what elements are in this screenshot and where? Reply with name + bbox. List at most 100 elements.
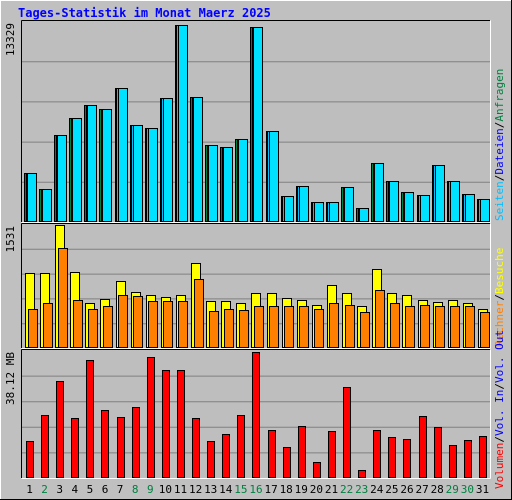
bar-volumen-day-27	[419, 416, 427, 478]
x-tick-label: 31	[476, 483, 489, 496]
bar-seiten-day-14	[223, 147, 233, 222]
x-tick-label: 19	[295, 483, 308, 496]
panel-bottom: 38.12 MB	[4, 349, 491, 479]
x-tick-label: 5	[87, 483, 94, 496]
panel-top: 13329	[4, 20, 491, 223]
x-tick-label: 27	[415, 483, 428, 496]
chart-panels: 13329 1531 38.12 MB	[4, 20, 491, 479]
bar-seiten-day-8	[133, 125, 143, 222]
bar-volumen-day-6	[101, 410, 109, 478]
legend-entry: /	[493, 175, 506, 182]
bar-seiten-day-27	[420, 195, 430, 222]
x-tick-label: 13	[204, 483, 217, 496]
bar-rechner-day-11	[178, 301, 188, 348]
legend-entry: Dateien	[493, 128, 506, 174]
legend-entry: Seiten	[493, 181, 506, 221]
x-tick-label: 29	[446, 483, 459, 496]
bar-rechner-day-16	[254, 306, 264, 348]
bar-rechner-day-3	[58, 248, 68, 348]
bar-seiten-day-10	[163, 98, 173, 222]
legend-entry: Vol. In	[493, 390, 506, 436]
bar-volumen-day-15	[237, 415, 245, 478]
bar-seiten-day-28	[435, 165, 445, 222]
x-tick-label: 16	[249, 483, 262, 496]
bars-bottom	[26, 352, 487, 478]
bar-seiten-day-26	[404, 192, 414, 222]
x-tick-label: 26	[400, 483, 413, 496]
legend-entry: Volumen	[493, 443, 506, 489]
legend-entry: /	[493, 122, 506, 129]
bar-volumen-day-17	[268, 430, 276, 478]
legend-bottom: Volumen/Vol. In/Vol. Out	[493, 330, 506, 489]
bar-rechner-day-18	[284, 306, 294, 348]
x-tick-label: 2	[41, 483, 48, 496]
bar-rechner-day-24	[375, 290, 385, 348]
bar-rechner-day-31	[480, 312, 490, 348]
bar-seiten-day-1	[27, 173, 37, 222]
bar-volumen-day-23	[358, 470, 366, 478]
x-tick-label: 17	[264, 483, 277, 496]
side-legends: Seiten/Dateien/AnfragenRechner/BesucheVo…	[493, 69, 506, 489]
bar-volumen-day-8	[132, 407, 140, 478]
legend-entry: /	[493, 436, 506, 443]
bar-seiten-day-5	[87, 105, 97, 222]
bar-rechner-day-21	[329, 303, 339, 348]
bars-middle	[25, 225, 490, 348]
x-tick-label: 22	[340, 483, 353, 496]
x-tick-label: 30	[461, 483, 474, 496]
bar-seiten-day-22	[344, 187, 354, 222]
bar-seiten-day-25	[389, 181, 399, 222]
x-tick-label: 14	[219, 483, 233, 496]
x-tick-label: 20	[310, 483, 323, 496]
y-max-label-bottom: 38.12 MB	[4, 352, 17, 405]
bar-volumen-day-3	[56, 381, 64, 478]
bar-seiten-day-3	[57, 135, 67, 222]
bar-rechner-day-22	[345, 305, 355, 348]
bar-rechner-day-19	[299, 306, 309, 348]
bar-rechner-day-6	[103, 306, 113, 348]
x-tick-label: 15	[234, 483, 247, 496]
bar-seiten-day-24	[374, 163, 384, 222]
x-tick-label: 9	[147, 483, 154, 496]
bar-volumen-day-30	[464, 440, 472, 478]
bar-seiten-day-4	[72, 118, 82, 222]
x-tick-label: 4	[71, 483, 78, 496]
bar-volumen-day-24	[373, 430, 381, 478]
x-tick-label: 7	[117, 483, 124, 496]
bar-rechner-day-2	[43, 303, 53, 348]
legend-entry: Vol. Out	[493, 330, 506, 383]
bar-seiten-day-31	[480, 199, 490, 222]
bar-rechner-day-13	[209, 311, 219, 348]
x-tick-label: 1	[26, 483, 33, 496]
bar-rechner-day-9	[148, 301, 158, 348]
x-tick-label: 6	[102, 483, 109, 496]
bar-seiten-day-11	[178, 25, 188, 222]
bar-seiten-day-15	[238, 139, 248, 222]
bar-seiten-day-7	[118, 88, 128, 222]
bars-top	[24, 25, 490, 222]
bar-volumen-day-1	[26, 441, 34, 478]
bar-rechner-day-28	[435, 306, 445, 348]
bar-seiten-day-18	[284, 196, 294, 222]
x-tick-label: 10	[159, 483, 172, 496]
bar-volumen-day-10	[162, 370, 170, 478]
legend-entry: Besuche	[493, 248, 506, 294]
bar-rechner-day-23	[360, 312, 370, 348]
panel-middle: 1531	[4, 223, 491, 349]
bar-volumen-day-18	[283, 447, 291, 478]
y-max-label-middle: 1531	[4, 226, 17, 253]
bar-rechner-day-25	[390, 303, 400, 348]
bar-volumen-day-20	[313, 462, 321, 478]
bar-rechner-day-15	[239, 310, 249, 348]
bar-volumen-day-25	[388, 437, 396, 478]
x-tick-label: 23	[355, 483, 368, 496]
bar-volumen-day-13	[207, 441, 215, 478]
bar-rechner-day-27	[420, 305, 430, 348]
bar-rechner-day-7	[118, 295, 128, 348]
bar-seiten-day-30	[465, 194, 475, 222]
x-tick-label: 11	[174, 483, 187, 496]
bar-seiten-day-12	[193, 97, 203, 222]
bar-volumen-day-5	[86, 360, 94, 478]
